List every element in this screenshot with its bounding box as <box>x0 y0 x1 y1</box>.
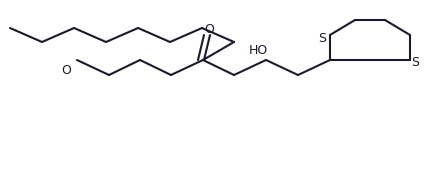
Text: S: S <box>411 56 419 68</box>
Text: O: O <box>204 23 214 36</box>
Text: S: S <box>318 31 326 45</box>
Text: HO: HO <box>248 43 268 56</box>
Text: O: O <box>61 63 71 77</box>
